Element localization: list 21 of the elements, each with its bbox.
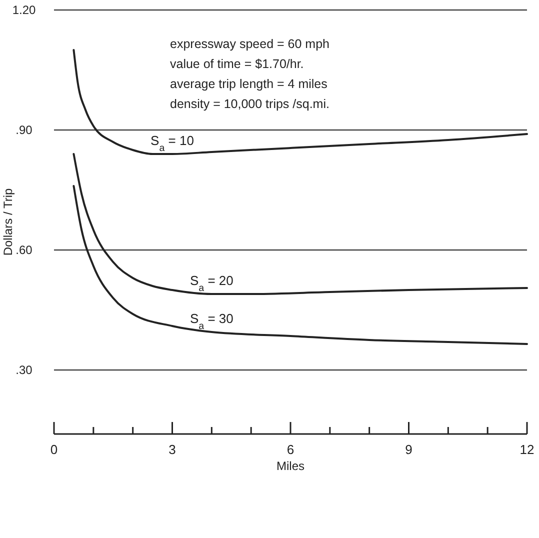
y-axis-title: Dollars / Trip [1,188,15,256]
annotation: density = 10,000 trips /sq.mi. [170,97,330,111]
series-label: S$_{a}$ = 20 [190,273,234,294]
x-tick-label: 6 [286,442,294,457]
y-tick-label: .60 [16,243,33,258]
series-label: S$_{a}$ = 30 [190,311,234,332]
x-tick-label: 12 [520,442,534,457]
series-label: S$_{a}$ = 10 [150,133,194,154]
line-series [72,49,528,155]
x-tick-label: 9 [405,442,412,457]
annotation: average trip length = 4 miles [170,77,328,91]
x-tick-label: 0 [50,442,58,457]
line-series [72,185,528,345]
line-series [72,153,528,295]
x-axis-title: Miles [276,459,305,473]
y-tick-label: 1.20 [12,3,36,18]
y-tick-label: .90 [16,123,33,138]
annotation: value of time = $1.70/hr. [170,57,304,71]
x-tick-label: 3 [168,442,176,457]
annotation: expressway speed = 60 mph [170,37,330,51]
y-tick-label: .30 [16,363,33,378]
